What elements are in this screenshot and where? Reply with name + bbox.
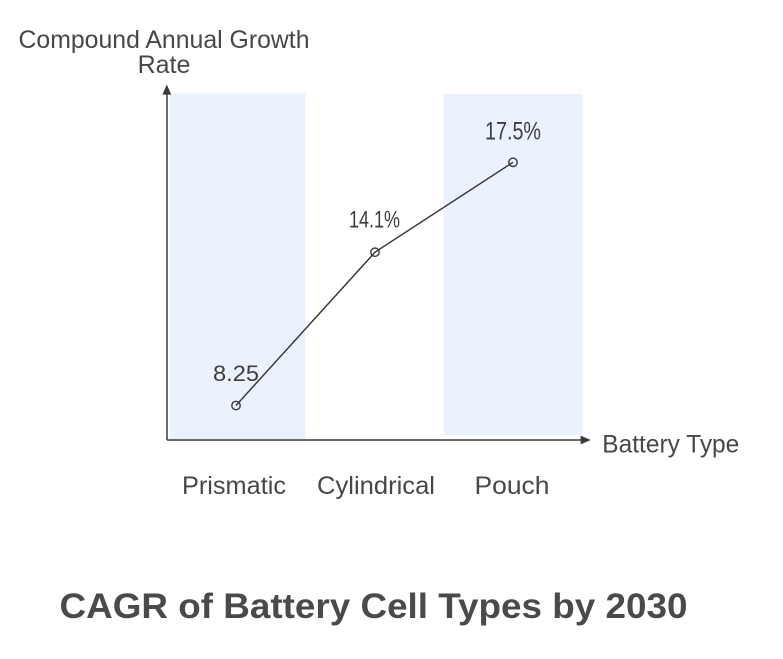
svg-text:Pouch: Pouch — [475, 472, 550, 500]
svg-text:8.25: 8.25 — [213, 361, 259, 386]
svg-text:Battery Type: Battery Type — [602, 431, 739, 459]
svg-text:CAGR of Battery Cell Types by: CAGR of Battery Cell Types by 2030 — [60, 587, 688, 626]
svg-text:Rate: Rate — [138, 51, 191, 79]
svg-text:Compound Annual Growth: Compound Annual Growth — [19, 26, 310, 54]
svg-text:Cylindrical: Cylindrical — [317, 472, 435, 500]
svg-text:14.1%: 14.1% — [349, 207, 400, 234]
svg-text:Prismatic: Prismatic — [182, 472, 286, 500]
svg-text:17.5%: 17.5% — [485, 118, 541, 146]
